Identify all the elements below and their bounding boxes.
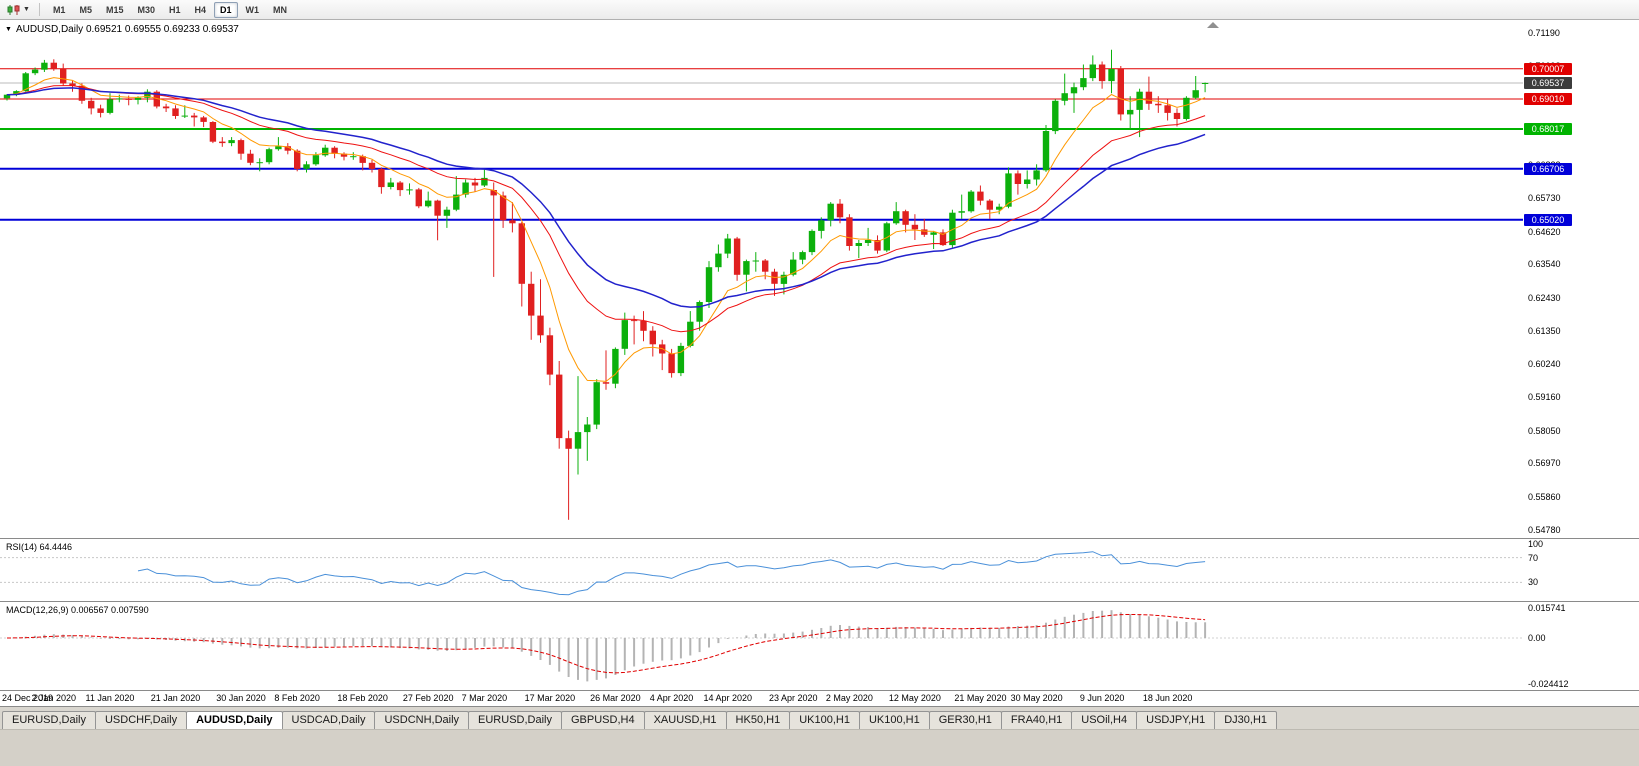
macd-axis[interactable]: 0.015741 0.00 -0.024412 [1523,602,1639,690]
timeframe-button-h4[interactable]: H4 [194,4,207,15]
chart-tab-usoil-h4[interactable]: USOil,H4 [1071,711,1138,729]
timeframe-button-h1[interactable]: H1 [169,4,181,15]
chart-tab-uk100-h1[interactable]: UK100,H1 [789,711,860,729]
timeframe-button-mn[interactable]: MN [273,4,288,15]
time-axis-label: 26 Mar 2020 [590,693,641,703]
time-axis-label: 30 Jan 2020 [216,693,266,703]
macd-axis-label: 0.00 [1528,632,1546,643]
chart-tab-eurusd-daily[interactable]: EURUSD,Daily [2,711,96,729]
chart-tab-dj30-h1[interactable]: DJ30,H1 [1214,711,1278,729]
time-axis-label: 12 May 2020 [888,693,941,703]
time-axis-label: 18 Jun 2020 [1142,693,1193,703]
price-axis-label: 0.56970 [1528,458,1561,469]
time-axis-label: 18 Feb 2020 [337,693,388,703]
price-chart-canvas[interactable] [0,20,1523,538]
price-axis-label: 0.58050 [1528,425,1561,436]
candlestick-chart-icon [7,4,20,15]
status-strip [0,729,1639,766]
price-axis-label: 0.55860 [1528,491,1561,502]
price-line-badge: 0.69010 [1524,92,1572,105]
panel-separator-macd[interactable] [0,601,1639,602]
timeframe-button-m1[interactable]: M1 [52,4,66,15]
price-axis-label: 0.62430 [1528,293,1561,304]
chart-tab-usdjpy-h1[interactable]: USDJPY,H1 [1136,711,1216,729]
chart-tab-usdcad-daily[interactable]: USDCAD,Daily [281,711,376,729]
time-axis-label: 2 May 2020 [825,693,873,703]
chart-tab-uk100-h1[interactable]: UK100,H1 [858,711,930,729]
rsi-axis-label: 100 [1528,539,1544,549]
price-axis-label: 0.61350 [1528,325,1561,336]
time-axis-label: 4 Apr 2020 [649,693,694,703]
price-axis-label: 0.71190 [1528,28,1560,38]
timeframe-button-d1[interactable]: D1 [214,1,238,18]
timeframe-toolbar: M1 M5 M15 M30 H1 H4 D1 W1 MN [46,1,294,18]
timeframe-button-m5[interactable]: M5 [79,4,92,15]
macd-indicator-label: MACD(12,26,9) 0.006567 0.007590 [6,605,149,615]
price-line-badge: 0.65020 [1524,213,1572,226]
time-axis-label: 21 Jan 2020 [150,693,201,703]
price-axis-label: 0.64620 [1528,226,1561,237]
time-axis-label: 8 Feb 2020 [274,693,320,703]
macd-panel-canvas[interactable] [0,602,1523,690]
price-line-badge: 0.66706 [1524,162,1572,175]
top-toolbar: ▼ M1 M5 M15 M30 H1 H4 D1 W1 MN [0,0,1639,20]
chart-tab-ger30-h1[interactable]: GER30,H1 [928,711,1002,729]
rsi-indicator-label: RSI(14) 64.4446 [6,542,73,552]
rsi-axis[interactable]: 100 70 30 [1523,539,1639,601]
time-axis-label: 2 Jan 2020 [31,693,77,703]
price-axis-label: 0.59160 [1528,392,1561,402]
chart-tab-xauusd-h1[interactable]: XAUUSD,H1 [643,711,727,729]
rsi-axis-label: 70 [1528,552,1539,563]
chart-region: ▼ AUDUSD,Daily 0.69521 0.69555 0.69233 0… [0,20,1639,706]
chart-type-button[interactable]: ▼ [4,3,33,17]
timeframe-button-m30[interactable]: M30 [137,4,155,15]
timeframe-button-m15[interactable]: M15 [105,4,124,15]
time-axis-label: 11 Jan 2020 [85,693,135,703]
price-line-badge: 0.70007 [1524,62,1572,75]
chart-tab-eurusd-daily[interactable]: EURUSD,Daily [468,711,562,729]
macd-axis-label: 0.015741 [1528,603,1566,614]
rsi-axis-label: 30 [1528,577,1539,588]
time-axis-label: 14 Apr 2020 [703,693,752,703]
time-axis-label: 9 Jun 2020 [1079,693,1125,703]
time-axis-label: 24 Dec 2019 [2,693,54,703]
chart-tab-gbpusd-h4[interactable]: GBPUSD,H4 [561,711,645,729]
chart-tab-usdchf-daily[interactable]: USDCHF,Daily [94,711,188,729]
price-axis-label: 0.65730 [1528,193,1561,204]
chart-tab-fra40-h1[interactable]: FRA40,H1 [1000,711,1073,729]
price-axis-label: 0.60240 [1528,359,1561,370]
chart-title-text: AUDUSD,Daily 0.69521 0.69555 0.69233 0.6… [15,24,239,35]
collapse-arrow-icon[interactable]: ▼ [5,26,12,33]
panel-separator-rsi[interactable] [0,538,1639,539]
time-axis-line [0,690,1639,691]
timeframe-button-w1[interactable]: W1 [245,4,260,15]
time-axis[interactable]: 24 Dec 2019 2 Jan 2020 11 Jan 2020 21 Jan 2… [0,690,1523,706]
toolbar-divider [38,3,40,16]
current-price-badge: 0.69537 [1524,77,1572,90]
time-axis-label: 30 May 2020 [1010,693,1063,703]
rsi-panel-canvas[interactable] [0,539,1523,601]
chart-tabs-bar: EURUSD,Daily USDCHF,Daily AUDUSD,Daily USDC… [0,706,1639,729]
time-axis-label: 21 May 2020 [954,693,1007,703]
chart-tab-hk50-h1[interactable]: HK50,H1 [725,711,791,729]
chart-tab-usdcnh-daily[interactable]: USDCNH,Daily [374,711,470,729]
macd-axis-label: -0.024412 [1528,679,1569,689]
time-axis-label: 17 Mar 2020 [524,693,576,703]
price-line-badge: 0.68017 [1524,123,1572,136]
chart-title: ▼ AUDUSD,Daily 0.69521 0.69555 0.69233 0… [5,24,239,35]
price-axis-label: 0.63540 [1528,259,1561,270]
price-axis[interactable]: 0.711900.700980.690060.679140.668220.657… [1523,20,1639,538]
chart-tab-audusd-daily[interactable]: AUDUSD,Daily [186,711,283,729]
time-axis-label: 7 Mar 2020 [461,693,508,703]
chevron-down-icon: ▼ [23,6,30,13]
time-axis-label: 27 Feb 2020 [402,693,454,703]
time-axis-label: 23 Apr 2020 [768,693,818,703]
price-axis-label: 0.54780 [1528,524,1561,535]
